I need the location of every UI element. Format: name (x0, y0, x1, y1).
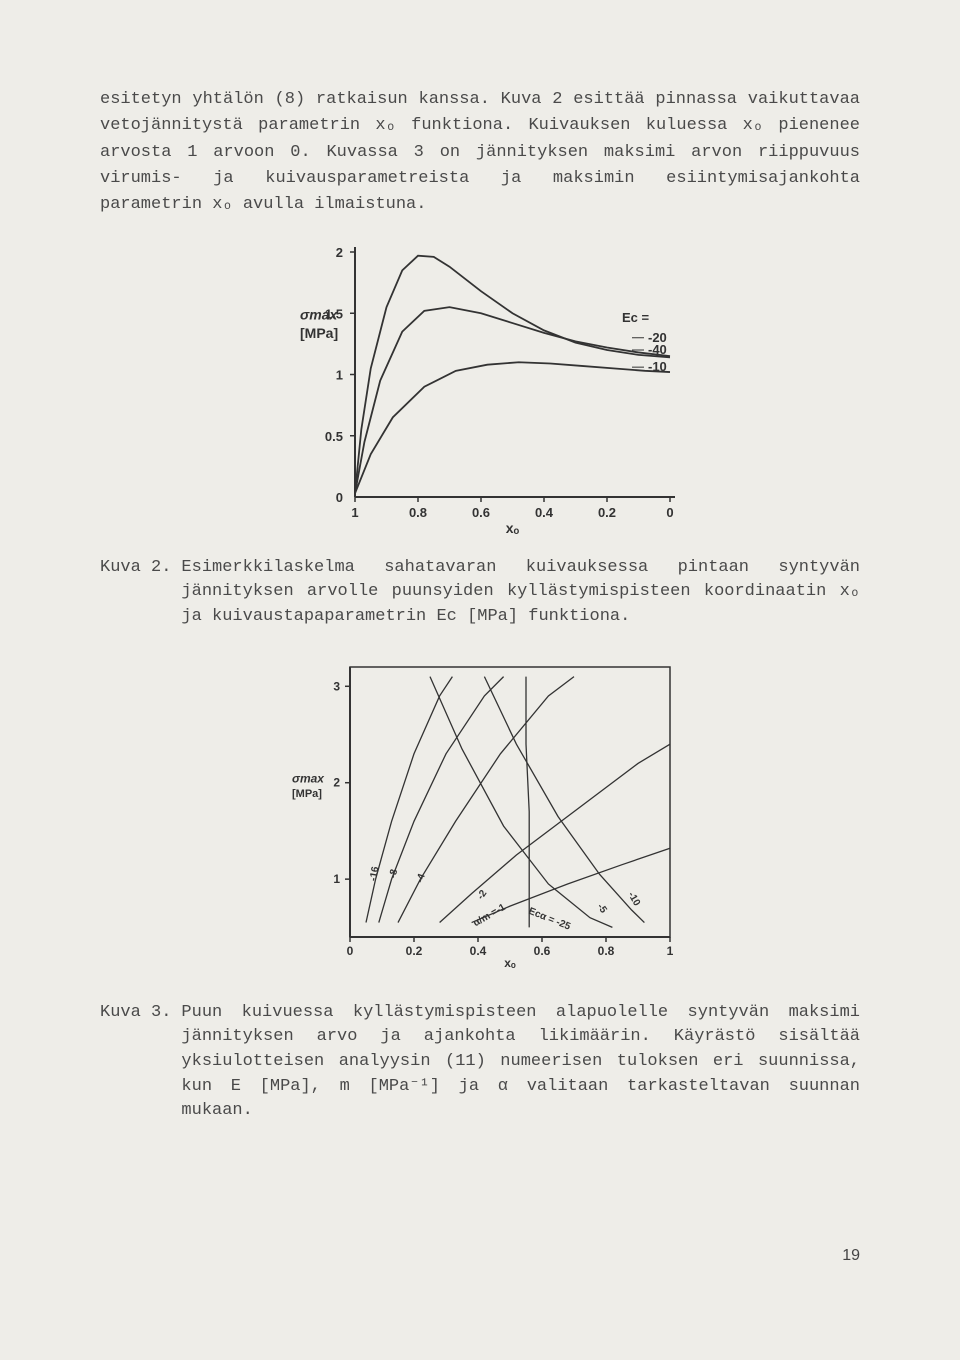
svg-text:1: 1 (333, 872, 340, 886)
svg-text:1: 1 (336, 367, 343, 382)
svg-text:0.8: 0.8 (409, 505, 427, 520)
svg-text:xₒ: xₒ (506, 520, 520, 536)
svg-text:2: 2 (333, 775, 340, 789)
caption-label: Kuva 2. (100, 556, 181, 630)
svg-text:[MPa]: [MPa] (292, 788, 322, 800)
svg-text:-4: -4 (415, 872, 428, 884)
svg-text:0.4: 0.4 (470, 944, 487, 958)
svg-text:xₒ: xₒ (504, 956, 516, 970)
svg-text:1: 1 (667, 944, 674, 958)
intro-paragraph: esitetyn yhtälön (8) ratkaisun kanssa. K… (100, 87, 860, 219)
svg-text:[MPa]: [MPa] (300, 324, 338, 340)
svg-text:σmax: σmax (292, 771, 325, 785)
figure-2-caption: Kuva 2. Esimerkkilaskelma sahatavaran ku… (100, 556, 860, 630)
svg-text:0.2: 0.2 (406, 944, 423, 958)
svg-text:Ecα = -25: Ecα = -25 (527, 906, 573, 933)
svg-text:0.5: 0.5 (325, 428, 343, 443)
svg-text:-5: -5 (595, 901, 609, 915)
svg-text:α/m =-1: α/m =-1 (472, 901, 508, 928)
caption-label: Kuva 3. (100, 1001, 181, 1124)
svg-text:-16: -16 (368, 865, 381, 882)
svg-text:0.6: 0.6 (472, 505, 490, 520)
svg-text:σmax: σmax (300, 306, 339, 322)
svg-text:-10: -10 (648, 359, 667, 374)
svg-text:3: 3 (333, 679, 340, 693)
figure-3-caption: Kuva 3. Puun kuivuessa kyllästymispistee… (100, 1001, 860, 1124)
caption-body: Esimerkkilaskelma sahatavaran kuivaukses… (181, 556, 860, 630)
svg-text:1: 1 (351, 505, 358, 520)
svg-text:0: 0 (336, 490, 343, 505)
svg-text:Ec =: Ec = (622, 310, 650, 325)
figure-2-chart: 00.511.5210.80.60.40.20xₒσmax[MPa]Ec =-2… (100, 237, 860, 542)
figure-3-chart: 1 2 3 0 0.2 0.4 0.6 0.8 1 xₒ σmax [MPa] -16 -8 -4 -2α/m… (100, 652, 860, 987)
svg-text:0.2: 0.2 (598, 505, 616, 520)
svg-text:0.6: 0.6 (534, 944, 551, 958)
caption-body: Puun kuivuessa kyllästymispisteen alapuo… (181, 1001, 860, 1124)
svg-text:0: 0 (347, 944, 354, 958)
svg-text:0.8: 0.8 (598, 944, 615, 958)
page-number: 19 (842, 1247, 860, 1265)
svg-text:2: 2 (336, 245, 343, 260)
svg-text:0: 0 (666, 505, 673, 520)
svg-text:-8: -8 (388, 868, 401, 879)
svg-text:-2: -2 (475, 888, 489, 902)
svg-text:0.4: 0.4 (535, 505, 554, 520)
svg-text:-40: -40 (648, 342, 667, 357)
